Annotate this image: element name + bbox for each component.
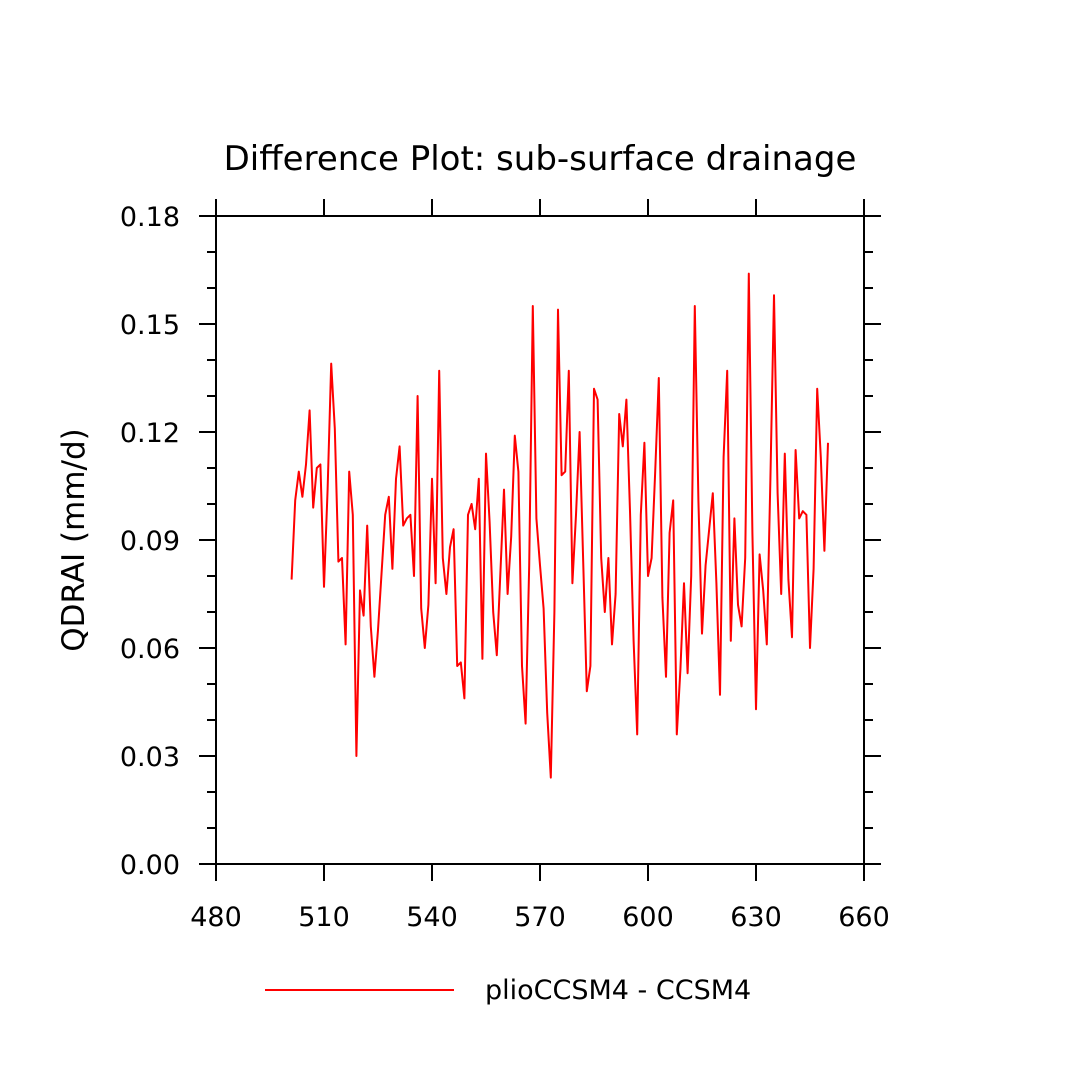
x-tick-label: 510 bbox=[298, 902, 350, 933]
series-line bbox=[290, 272, 829, 779]
x-tick-label: 600 bbox=[622, 902, 674, 933]
x-tick-label: 570 bbox=[514, 902, 566, 933]
plot-frame bbox=[215, 215, 865, 865]
x-tick-label: 630 bbox=[730, 902, 782, 933]
y-tick-label: 0.09 bbox=[120, 526, 180, 557]
x-tick-label: 480 bbox=[190, 902, 242, 933]
y-axis: 0.00 0.03 0.06 0.09 0.12 0.15 0.18 bbox=[120, 202, 881, 881]
plot-area bbox=[215, 215, 865, 865]
y-tick-label: 0.18 bbox=[120, 202, 180, 233]
y-tick-label: 0.12 bbox=[120, 418, 180, 449]
y-tick-label: 0.06 bbox=[120, 634, 180, 665]
y-tick-label: 0.00 bbox=[120, 850, 180, 881]
x-axis: 480 510 540 570 600 630 660 bbox=[190, 199, 890, 933]
series-group bbox=[290, 272, 829, 779]
y-tick-label: 0.03 bbox=[120, 742, 180, 773]
chart-title: Difference Plot: sub-surface drainage bbox=[224, 139, 857, 179]
legend: plioCCSM4 - CCSM4 bbox=[265, 975, 751, 1006]
x-tick-label: 540 bbox=[406, 902, 458, 933]
legend-label: plioCCSM4 - CCSM4 bbox=[485, 975, 751, 1006]
y-tick-label: 0.15 bbox=[120, 310, 180, 341]
x-tick-label: 660 bbox=[838, 902, 890, 933]
y-axis-label: QDRAI (mm/d) bbox=[56, 428, 92, 651]
